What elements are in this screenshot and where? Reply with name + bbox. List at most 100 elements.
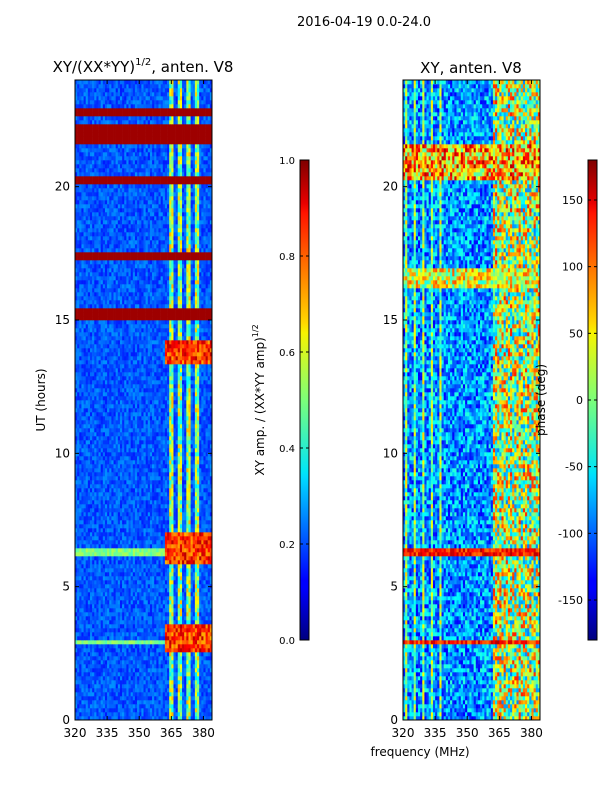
heatmap-cell — [85, 604, 89, 609]
heatmap-cell — [113, 488, 116, 493]
heatmap-cell — [98, 448, 101, 453]
heatmap-cell — [149, 648, 153, 653]
heatmap-cell — [154, 660, 157, 665]
heatmap-cell — [197, 688, 200, 693]
heatmap-cell — [192, 504, 196, 509]
heatmap-cell — [175, 592, 179, 597]
heatmap-cell — [201, 584, 204, 589]
heatmap-cell — [145, 632, 149, 637]
heatmap-cell — [94, 604, 97, 609]
heatmap-cell — [83, 420, 86, 425]
heatmap-cell — [89, 668, 93, 673]
heatmap-cell — [145, 580, 149, 585]
heatmap-cell — [209, 540, 212, 545]
heatmap-cell — [134, 476, 138, 481]
heatmap-cell — [117, 672, 121, 677]
heatmap-cell — [102, 572, 106, 577]
heatmap-cell — [128, 532, 131, 537]
heatmap-cell — [96, 432, 99, 437]
heatmap-cell — [203, 616, 206, 621]
heatmap-cell — [167, 696, 170, 701]
heatmap-cell — [141, 696, 144, 701]
heatmap-cell — [162, 660, 166, 665]
heatmap-cell — [107, 560, 110, 565]
heatmap-cell — [164, 520, 168, 525]
heatmap-cell — [194, 572, 198, 577]
heatmap-cell — [188, 540, 191, 545]
heatmap-cell — [89, 712, 93, 717]
heatmap-cell — [164, 548, 168, 553]
heatmap-cell — [154, 540, 157, 545]
heatmap-cell — [160, 708, 164, 713]
heatmap-cell — [184, 528, 187, 533]
heatmap-cell — [100, 444, 104, 449]
heatmap-cell — [83, 592, 86, 597]
heatmap-cell — [175, 640, 179, 645]
heatmap-cell — [160, 548, 164, 553]
heatmap-cell — [132, 580, 136, 585]
heatmap-cell — [141, 524, 144, 529]
heatmap-cell — [194, 432, 198, 437]
heatmap-cell — [92, 596, 95, 601]
heatmap-cell — [96, 596, 99, 601]
heatmap-cell — [164, 668, 168, 673]
heatmap-cell — [134, 440, 138, 445]
heatmap-cell — [201, 540, 204, 545]
heatmap-cell — [113, 544, 116, 549]
heatmap-cell — [126, 604, 129, 609]
heatmap-cell — [104, 624, 108, 629]
heatmap-cell — [141, 444, 144, 449]
heatmap-cell — [139, 452, 142, 457]
heatmap-cell — [167, 700, 170, 705]
heatmap-cell — [134, 564, 138, 569]
heatmap-cell — [197, 424, 200, 429]
heatmap-cell — [98, 536, 101, 541]
heatmap-cell — [141, 460, 144, 465]
heatmap-cell — [117, 584, 121, 589]
heatmap-cell — [92, 520, 95, 525]
heatmap-cell — [109, 412, 112, 417]
heatmap-cell — [119, 464, 123, 469]
heatmap-cell — [203, 480, 206, 485]
heatmap-cell — [83, 428, 86, 433]
heatmap-cell — [128, 500, 131, 505]
heatmap-cell — [113, 472, 116, 477]
heatmap-cell — [149, 504, 153, 509]
heatmap-cell — [205, 440, 209, 445]
heatmap-cell — [109, 572, 112, 577]
heatmap-cell — [77, 524, 80, 529]
heatmap-cell — [100, 700, 104, 705]
heatmap-cell — [107, 568, 110, 573]
heatmap-cell — [107, 512, 110, 517]
heatmap-cell — [109, 552, 112, 557]
heatmap-cell — [100, 656, 104, 661]
heatmap-cell — [209, 680, 212, 685]
heatmap-cell — [197, 624, 200, 629]
heatmap-cell — [100, 688, 104, 693]
heatmap-cell — [169, 564, 172, 569]
heatmap-cell — [85, 640, 89, 645]
heatmap-cell — [207, 492, 211, 497]
heatmap-cell — [171, 448, 174, 453]
heatmap-cell — [137, 524, 140, 529]
heatmap-cell — [162, 664, 166, 669]
heatmap-cell — [96, 508, 99, 513]
heatmap-cell — [81, 492, 84, 497]
heatmap-cell — [156, 588, 159, 593]
heatmap-cell — [197, 468, 200, 473]
heatmap-cell — [85, 408, 89, 413]
heatmap-cell — [201, 416, 204, 421]
heatmap-cell — [182, 544, 185, 549]
heatmap-cell — [156, 604, 159, 609]
heatmap-cell — [117, 652, 121, 657]
heatmap-cell — [124, 648, 127, 653]
heatmap-cell — [194, 684, 198, 689]
heatmap-cell — [98, 580, 101, 585]
heatmap-cell — [77, 556, 80, 561]
heatmap-cell — [117, 504, 121, 509]
heatmap-cell — [122, 676, 125, 681]
heatmap-cell — [194, 440, 198, 445]
heatmap-cell — [194, 504, 198, 509]
heatmap-cell — [92, 624, 95, 629]
heatmap-cell — [192, 412, 196, 417]
